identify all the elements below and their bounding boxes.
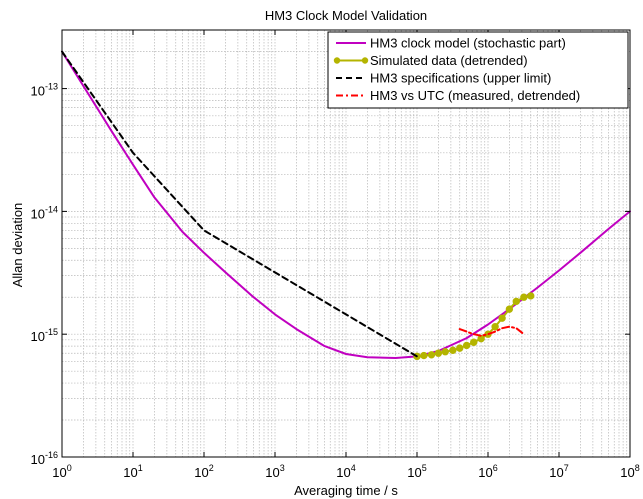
series-point-2: [491, 323, 499, 331]
series-line-3: [61, 50, 418, 358]
series-point-2: [449, 346, 457, 354]
series-line-1: [61, 50, 631, 359]
x-tick-label: 108: [620, 463, 639, 480]
legend-label-2: Simulated data (detrended): [370, 53, 528, 68]
y-tick-label: 10-13: [31, 82, 58, 99]
series-point-2: [520, 293, 528, 301]
ticks: 100 101 102 103 104 105 106 107 108 10-16 10-15 10-…: [31, 30, 640, 480]
series-point-2: [456, 344, 464, 352]
legend-label-4: HM3 vs UTC (measured, detrended): [370, 88, 580, 103]
series-point-2: [505, 305, 514, 313]
x-tick-label: 104: [336, 463, 355, 480]
series-point-2: [434, 349, 443, 357]
y-axis-label: Allan deviation: [10, 203, 25, 288]
legend-box: [327, 31, 629, 109]
series-line-4: [458, 325, 525, 337]
series-point-2: [441, 348, 449, 356]
series-point-2: [498, 314, 506, 322]
legend-marker: [361, 57, 369, 64]
x-tick-label: 100: [52, 463, 71, 480]
y-tick-label: 10-15: [31, 327, 58, 344]
x-tick-label: 107: [549, 463, 568, 480]
y-tick-label: 10-14: [31, 204, 58, 221]
x-tick-label: 105: [407, 463, 426, 480]
legend-label-3: HM3 specifications (upper limit): [370, 71, 551, 86]
chart-title: HM3 Clock Model Validation: [265, 8, 427, 23]
series-point-2: [527, 292, 535, 300]
x-axis-label: Averaging time / s: [294, 483, 398, 498]
x-tick-label: 101: [123, 463, 142, 480]
x-tick-label: 102: [194, 463, 213, 480]
series-point-2: [420, 351, 428, 360]
y-tick-label: 10-16: [31, 450, 58, 467]
series-point-2: [470, 338, 478, 346]
series-layer: [61, 50, 631, 361]
legend-label-1: HM3 clock model (stochastic part): [370, 36, 566, 51]
x-tick-label: 103: [265, 463, 284, 480]
series-point-2: [427, 351, 436, 359]
legend: HM3 clock model (stochastic part) Simulat…: [327, 31, 629, 109]
series-point-2: [512, 297, 520, 306]
series-point-2: [462, 341, 471, 350]
x-tick-label: 106: [478, 463, 497, 480]
legend-marker: [333, 57, 341, 64]
